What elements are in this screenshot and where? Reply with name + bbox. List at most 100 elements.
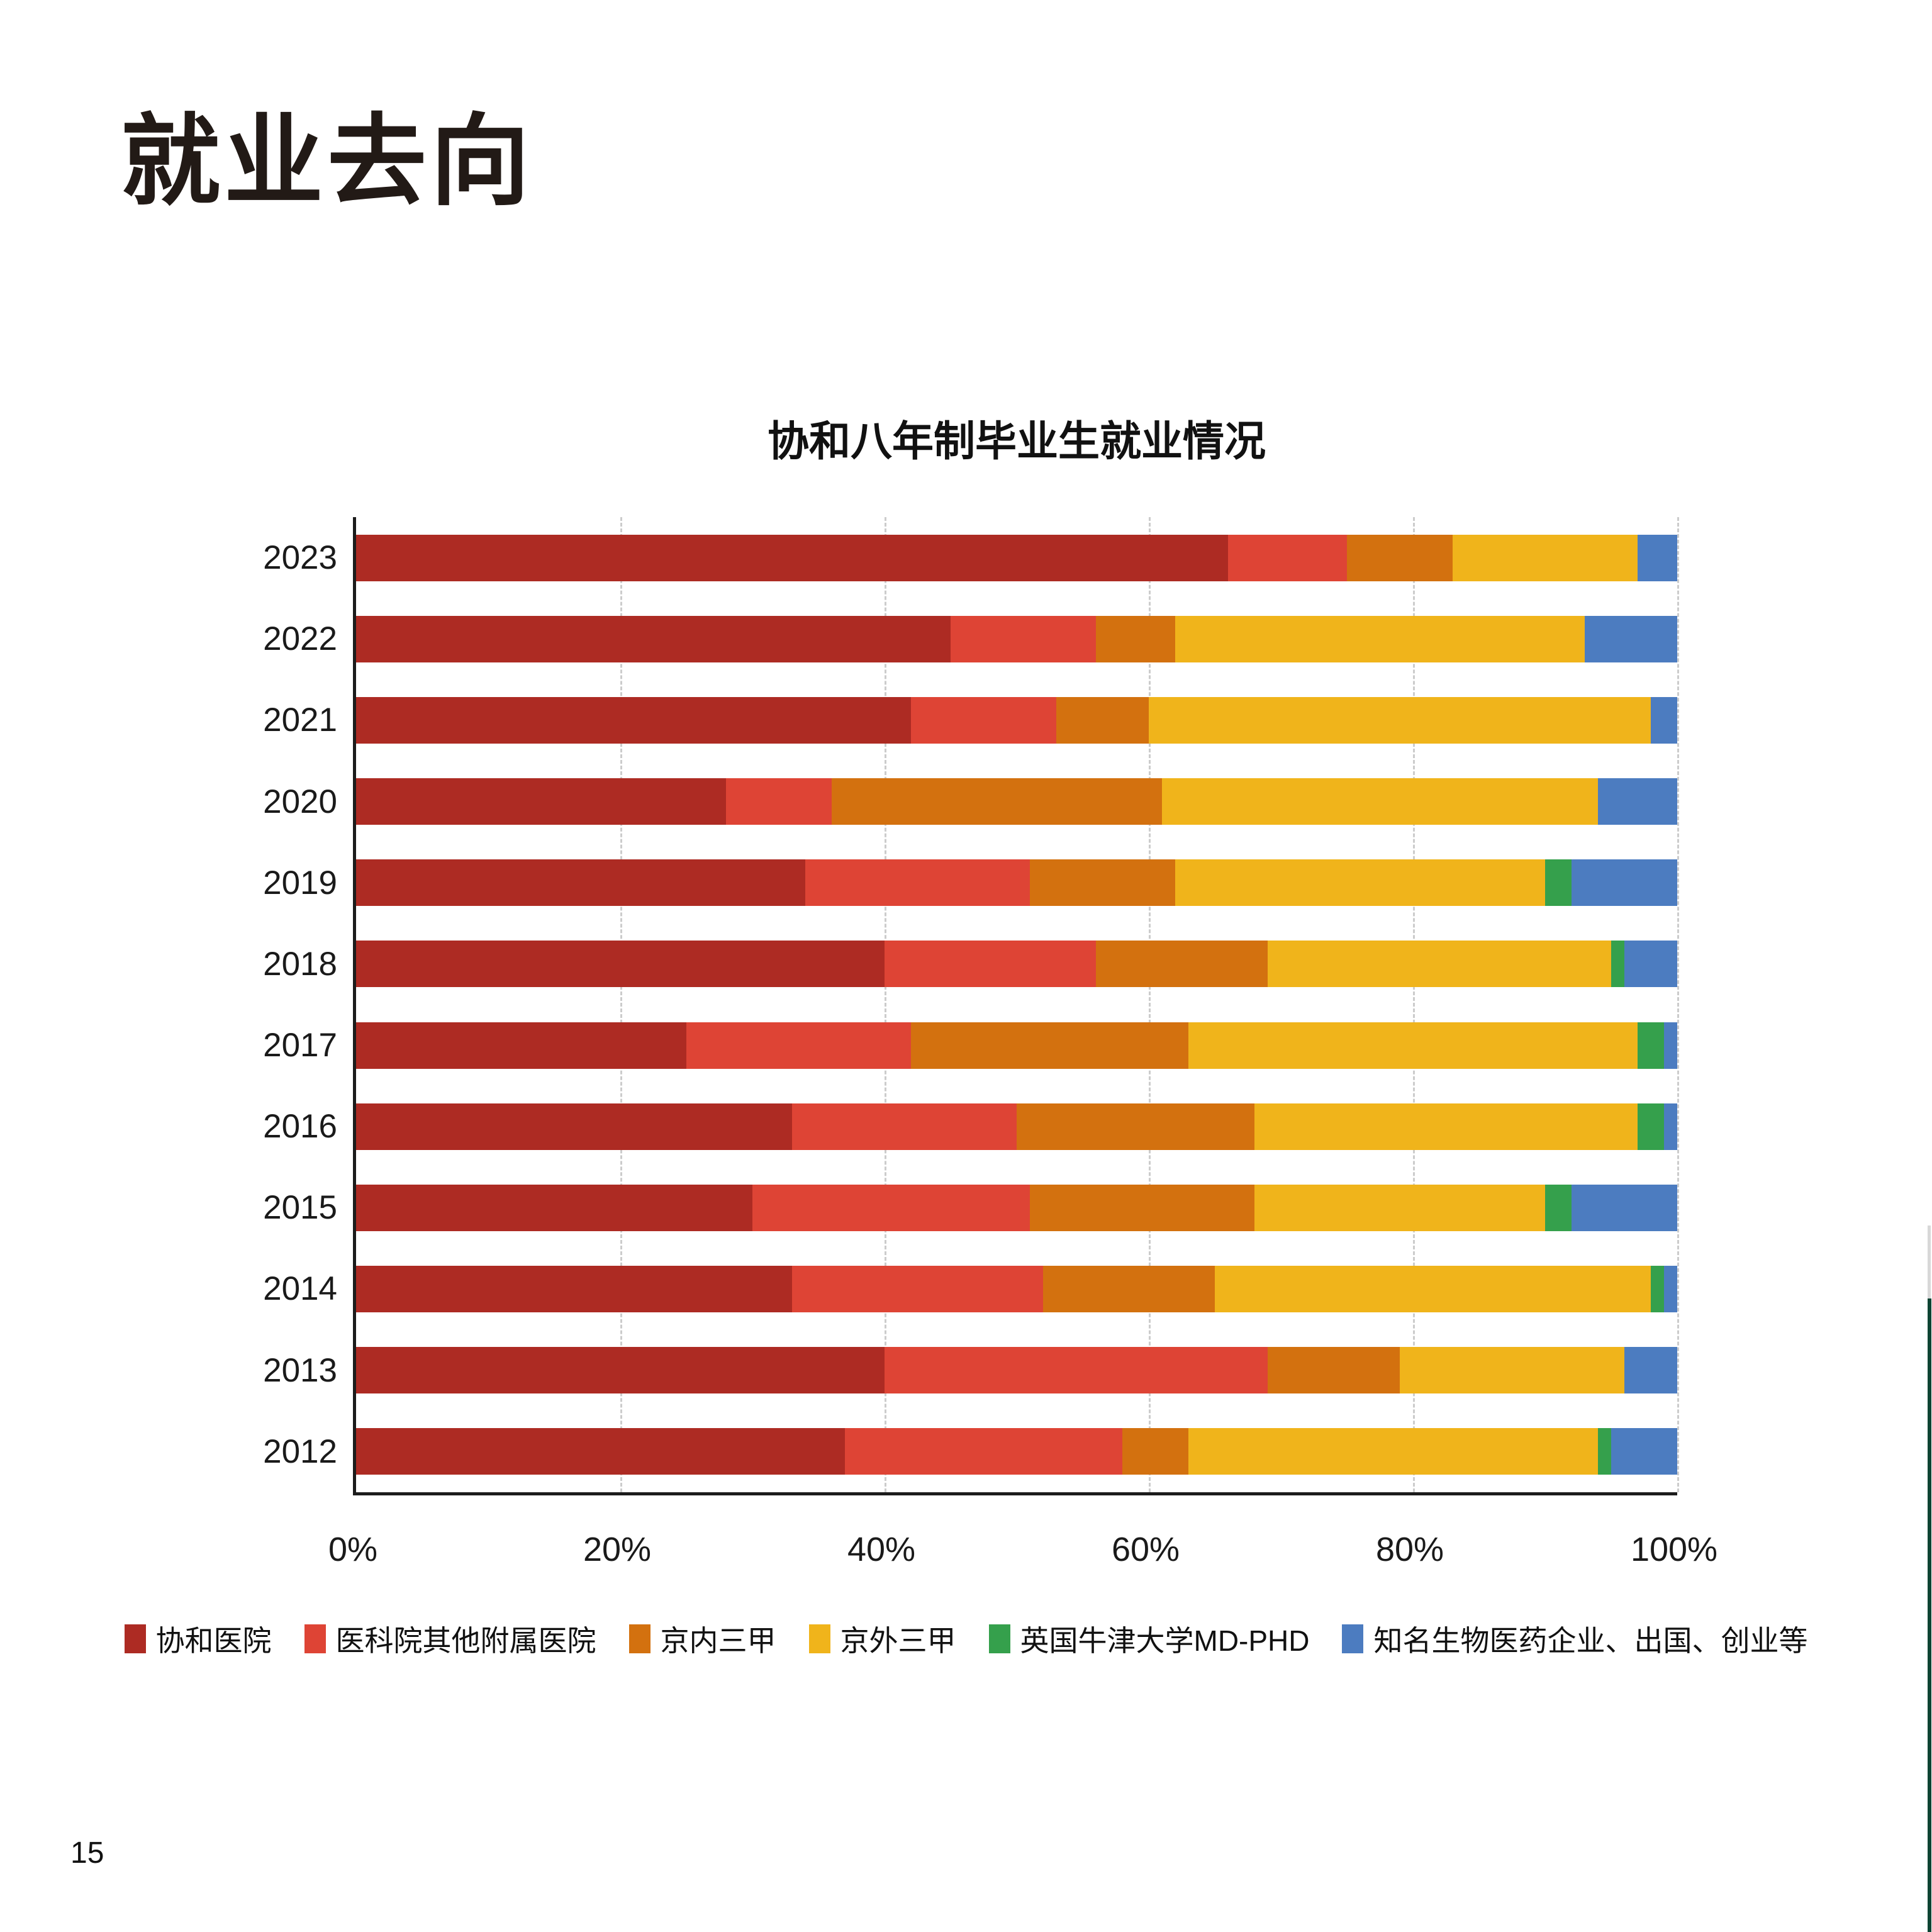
- year-label-2021: 2021: [263, 701, 337, 739]
- stacked-bar-2019: [356, 859, 1677, 907]
- bar-segment: [845, 1428, 1122, 1475]
- bar-segment: [1175, 615, 1585, 662]
- bar-segment: [1017, 1103, 1254, 1150]
- bar-segment: [1149, 696, 1651, 744]
- bar-segment: [792, 1265, 1043, 1312]
- year-label-2015: 2015: [263, 1189, 337, 1227]
- bar-segment: [911, 696, 1056, 744]
- legend-swatch: [988, 1624, 1010, 1653]
- stacked-bar-2015: [356, 1184, 1677, 1231]
- bar-segment: [1175, 859, 1545, 907]
- bar-segment: [752, 1184, 1030, 1231]
- bar-row-2021: 2021: [263, 679, 1677, 761]
- stacked-bar-2023: [356, 534, 1677, 581]
- year-label-2023: 2023: [263, 539, 337, 577]
- year-label-2016: 2016: [263, 1108, 337, 1146]
- bar-row-2016: 2016: [263, 1086, 1677, 1167]
- bar-segment: [1215, 1265, 1651, 1312]
- bar-row-2019: 2019: [263, 842, 1677, 924]
- bar-segment: [1254, 1184, 1545, 1231]
- legend-item: 京外三甲: [808, 1618, 956, 1660]
- bar-segment: [832, 778, 1162, 825]
- bar-segment: [1664, 1103, 1677, 1150]
- legend-swatch: [304, 1624, 326, 1653]
- gridline-100: [1677, 517, 1679, 1492]
- gridline-40: [885, 517, 886, 1492]
- bar-segment: [1188, 1428, 1598, 1475]
- year-label-2022: 2022: [263, 620, 337, 658]
- bar-segment: [1400, 1347, 1624, 1394]
- bar-segment: [1651, 696, 1677, 744]
- bar-segment: [1030, 1184, 1254, 1231]
- bar-segment: [1638, 1103, 1664, 1150]
- legend-label: 医科院其他附属医院: [335, 1624, 596, 1657]
- legend-label: 协和医院: [155, 1624, 272, 1657]
- gridline-80: [1413, 517, 1415, 1492]
- x-tick-label-60: 60%: [1111, 1531, 1180, 1568]
- stacked-bar-2013: [356, 1347, 1677, 1394]
- stacked-bar-2022: [356, 615, 1677, 662]
- bar-row-2013: 2013: [263, 1330, 1677, 1411]
- stacked-bar-2012: [356, 1428, 1677, 1475]
- bar-segment: [1572, 1184, 1677, 1231]
- bar-segment: [1598, 778, 1677, 825]
- bar-segment: [1545, 1184, 1572, 1231]
- bar-segment: [356, 859, 805, 907]
- stacked-bar-2018: [356, 941, 1677, 988]
- gridline-20: [620, 517, 622, 1492]
- stacked-bar-2017: [356, 1022, 1677, 1069]
- bar-segment: [1664, 1265, 1677, 1312]
- bar-segment: [1268, 1347, 1400, 1394]
- bar-segment: [805, 859, 1030, 907]
- gridline-60: [1149, 517, 1151, 1492]
- year-label-2013: 2013: [263, 1351, 337, 1389]
- bar-segment: [1096, 941, 1268, 988]
- year-label-2018: 2018: [263, 945, 337, 983]
- bar-segment: [1188, 1022, 1638, 1069]
- legend-swatch: [628, 1624, 651, 1653]
- x-tick-label-80: 80%: [1375, 1531, 1444, 1568]
- bar-segment: [1572, 859, 1677, 907]
- legend-item: 英国牛津大学MD-PHD: [988, 1618, 1310, 1660]
- legend-label: 知名生物医药企业、出国、创业等: [1373, 1624, 1808, 1657]
- legend-swatch: [808, 1624, 830, 1653]
- legend-label: 英国牛津大学MD-PHD: [1020, 1624, 1310, 1657]
- legend-item: 京内三甲: [628, 1618, 776, 1660]
- page-edge-accent-gray: [1928, 1226, 1931, 1298]
- bar-segment: [356, 534, 1228, 581]
- bar-segment: [1347, 534, 1453, 581]
- bar-segment: [1624, 1347, 1677, 1394]
- stacked-bar-2020: [356, 778, 1677, 825]
- plot-area: 2023 2022 2021 2020 2019 2018 2017 2016 2015 2014…: [263, 517, 1679, 1495]
- legend-label: 京外三甲: [840, 1624, 956, 1657]
- page-number: 15: [70, 1836, 104, 1870]
- bar-segment: [885, 1347, 1268, 1394]
- bar-segment: [356, 941, 885, 988]
- bar-segment: [1545, 859, 1572, 907]
- chart-legend: 协和医院 医科院其他附属医院 京内三甲 京外三甲 英国牛津大学MD-PHD 知名生物医药企…: [0, 1618, 1932, 1660]
- x-tick-label-20: 20%: [583, 1531, 652, 1568]
- year-label-2012: 2012: [263, 1432, 337, 1470]
- legend-item: 知名生物医药企业、出国、创业等: [1342, 1618, 1807, 1660]
- bar-segment: [356, 696, 911, 744]
- bar-segment: [1624, 941, 1677, 988]
- bar-row-2020: 2020: [263, 761, 1677, 842]
- legend-item: 医科院其他附属医院: [304, 1618, 596, 1660]
- page-edge-accent-green: [1928, 1298, 1931, 1932]
- stacked-bar-2014: [356, 1265, 1677, 1312]
- page-heading: 就业去向: [121, 106, 533, 217]
- stacked-bar-2021: [356, 696, 1677, 744]
- bar-segment: [356, 778, 726, 825]
- bar-row-2015: 2015: [263, 1167, 1677, 1248]
- bar-row-2022: 2022: [263, 598, 1677, 679]
- x-tick-label-0: 0%: [328, 1531, 378, 1568]
- bar-segment: [1162, 778, 1598, 825]
- bar-row-2023: 2023: [263, 517, 1677, 598]
- legend-label: 京内三甲: [660, 1624, 776, 1657]
- bar-segment: [885, 941, 1096, 988]
- bar-segment: [356, 1347, 885, 1394]
- bar-segment: [1664, 1022, 1677, 1069]
- bar-segment: [1611, 1428, 1677, 1475]
- bar-segment: [1453, 534, 1638, 581]
- bar-segment: [356, 1022, 686, 1069]
